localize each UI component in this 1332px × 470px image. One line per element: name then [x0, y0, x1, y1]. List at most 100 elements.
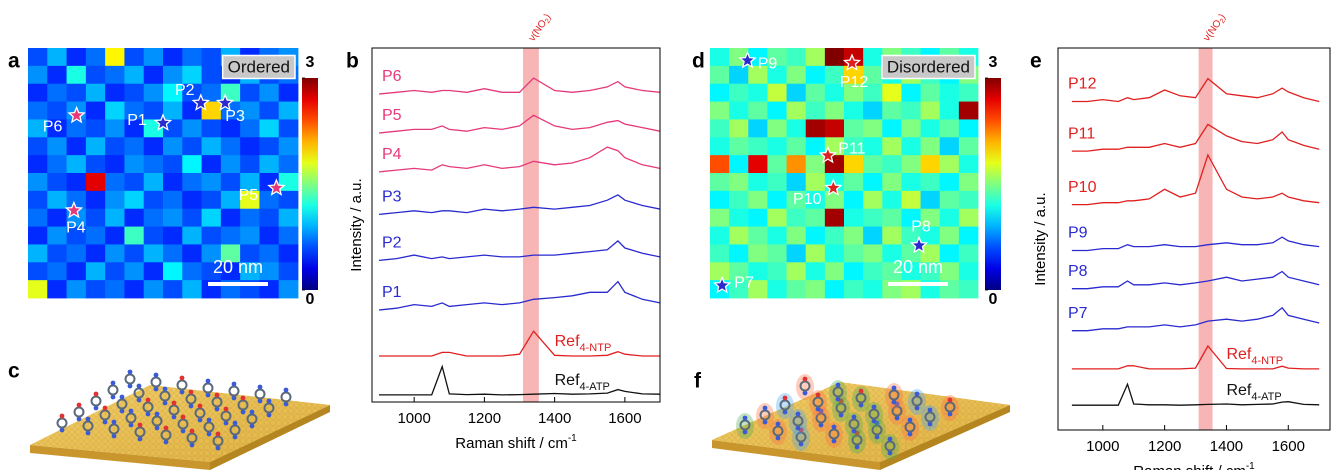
point-label: P7 [734, 275, 754, 292]
heatmap-cell [940, 119, 960, 137]
heatmap-cell [144, 280, 164, 298]
atom [163, 387, 168, 392]
heatmap-cell [259, 191, 279, 209]
heatmap-cell [767, 244, 787, 262]
heatmap-cell [163, 280, 183, 298]
heatmap-cell [882, 137, 902, 155]
heatmap-cell [202, 173, 222, 191]
heatmap-cell [882, 155, 902, 173]
heatmap-cell [844, 173, 864, 191]
atom [129, 409, 134, 414]
series-label: P12 [1068, 76, 1097, 93]
heatmap-cell [787, 84, 807, 102]
atom [146, 398, 151, 403]
heatmap-cell [940, 173, 960, 191]
heatmap-cell [806, 244, 826, 262]
heatmap-cell [124, 84, 144, 102]
x-tick-label: 1400 [1210, 438, 1243, 455]
heatmap-cell [863, 280, 883, 298]
heatmap-cell [163, 227, 183, 245]
heatmap-cell [806, 262, 826, 280]
heatmap-cell [710, 102, 730, 120]
heatmap-cell [921, 137, 941, 155]
atom [189, 390, 194, 395]
heatmap-cell [940, 209, 960, 227]
heatmap-cell [882, 102, 902, 120]
band-annotation: ν(NO2) [1201, 12, 1229, 44]
point-label: P12 [840, 74, 869, 91]
heatmap-cell [105, 244, 125, 262]
ring [75, 408, 84, 417]
heatmap-cell [182, 191, 202, 209]
heatmap-cell [279, 262, 299, 280]
heatmap-cell [901, 173, 921, 191]
heatmap-cell [202, 119, 222, 137]
atom [112, 420, 117, 425]
x-axis-label-text: Raman shift / cm [1133, 463, 1246, 470]
ring [230, 387, 239, 396]
series-label-text: Ref [555, 333, 580, 350]
heatmap-cell [959, 84, 979, 102]
point-label: P5 [239, 187, 259, 204]
heatmap-cell [67, 262, 87, 280]
spectrum-line [1072, 272, 1319, 289]
heatmap-cell [844, 227, 864, 245]
heatmap-cell [86, 173, 106, 191]
heatmap-cell [710, 244, 730, 262]
heatmap-cell [825, 262, 845, 280]
series-label: P2 [382, 235, 402, 252]
heatmap-cell [67, 137, 87, 155]
heatmap-cell [710, 155, 730, 173]
heatmap-cell [882, 227, 902, 245]
heatmap-cell [959, 244, 979, 262]
heatmap-cell [105, 262, 125, 280]
heatmap-cell [729, 137, 749, 155]
atom [743, 416, 748, 421]
atom [120, 395, 125, 400]
heatmap-cell [221, 137, 241, 155]
heatmap-cell [806, 173, 826, 191]
heatmap-cell [221, 173, 241, 191]
heatmap-cell [163, 244, 183, 262]
heatmap-cell [844, 244, 864, 262]
heatmap-cell [28, 155, 48, 173]
heatmap-cell [86, 244, 106, 262]
heatmap-cell [710, 227, 730, 245]
heatmap-cell [144, 155, 164, 173]
spectrum-line [1072, 308, 1319, 331]
point-label: P8 [911, 219, 931, 236]
atom [763, 406, 768, 411]
heatmap-cell [28, 84, 48, 102]
heatmap-cell [748, 227, 768, 245]
series-label: Ref4-ATP [555, 372, 610, 393]
heatmap-cell [767, 155, 787, 173]
heatmap-cell [182, 48, 202, 66]
band-annotation: ν(NO2) [527, 12, 555, 44]
heatmap-cell [163, 262, 183, 280]
heatmap-cell [28, 102, 48, 120]
atom [908, 418, 913, 423]
heatmap-cell [105, 173, 125, 191]
heatmap-cell [182, 119, 202, 137]
heatmap-cell [47, 137, 67, 155]
heatmap-cell [28, 227, 48, 245]
heatmap-cell [182, 173, 202, 191]
heatmap-cell [767, 173, 787, 191]
heatmap-cell [940, 155, 960, 173]
heatmap-cell [844, 262, 864, 280]
heatmap-cell [748, 119, 768, 137]
series-label: P4 [382, 146, 402, 163]
heatmap-cell [279, 227, 299, 245]
atom [776, 422, 781, 427]
heatmap-cell [844, 209, 864, 227]
heatmap-cell [124, 280, 144, 298]
heatmap-cell [259, 84, 279, 102]
scale-bar-label: 20 nm [213, 257, 263, 277]
spectrum-line [379, 241, 660, 261]
heatmap-cell [144, 173, 164, 191]
heatmap-cell [67, 191, 87, 209]
colorbar-tick-label: 0 [306, 291, 315, 308]
heatmap-cell [710, 66, 730, 84]
heatmap-cell [279, 209, 299, 227]
axes-frame [1058, 48, 1330, 430]
